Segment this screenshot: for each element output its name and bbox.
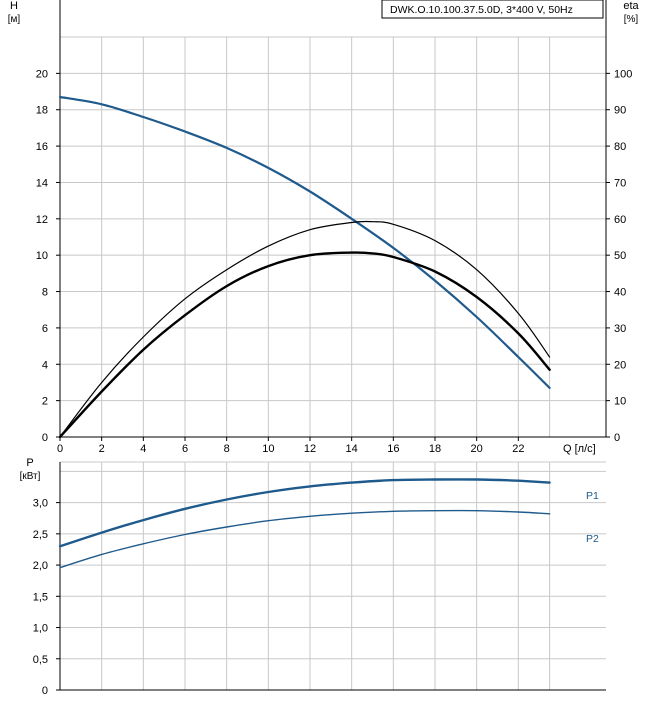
right-y-tick-label: 40 [614, 287, 626, 299]
bottom-grid [59, 461, 606, 691]
power-axis-title-line1: P [26, 457, 33, 469]
efficiency-curve-thin [59, 220, 551, 438]
right-y-tick-label: 80 [614, 141, 626, 153]
x-tick-label: 12 [304, 443, 316, 455]
series-label-p2: P2 [586, 533, 599, 545]
curves [58, 95, 551, 569]
x-tick-label: 22 [512, 443, 524, 455]
right-y-tick-label: 90 [614, 105, 626, 117]
power-y-tick-label: 3,0 [33, 498, 48, 510]
x-axis-unit-label: Q [л/с] [563, 443, 596, 455]
right-axis-title-line2: [%] [624, 14, 639, 25]
power-axis-title-line2: [кВт] [20, 471, 41, 482]
x-tick-label: 10 [262, 443, 274, 455]
right-y-tick-label: 10 [614, 396, 626, 408]
left-y-tick-label: 2 [42, 396, 48, 408]
power-y-tick-label: 2,0 [33, 560, 48, 572]
power-y-tick-label: 0 [42, 685, 48, 697]
left-y-tick-label: 18 [36, 105, 48, 117]
pump-label-box [381, 0, 604, 19]
top-grid [59, 36, 606, 438]
power-curve-p1 [58, 478, 551, 548]
series-label-p1: P1 [586, 490, 599, 502]
right-y-tick-label: 60 [614, 214, 626, 226]
tick-labels: 0 2 4 6 8 10 12 14 16 18 20 22 0 2 4 6 8 10 12 14 16 18 20 0 10 2… [33, 68, 633, 697]
left-y-tick-label: 12 [36, 214, 48, 226]
left-y-tick-label: 16 [36, 141, 48, 153]
right-y-tick-label: 100 [614, 68, 632, 80]
left-axis-title-line1: H [10, 0, 18, 12]
x-tick-label: 2 [99, 443, 105, 455]
efficiency-curve-thick [58, 251, 551, 439]
right-y-tick-label: 0 [614, 432, 620, 444]
pump-label: DWK.O.10.100.37.5.0D, 3*400 V, 50Hz [390, 4, 573, 16]
power-curve-p2 [59, 509, 551, 569]
left-y-tick-label: 20 [36, 68, 48, 80]
right-y-tick-label: 50 [614, 250, 626, 262]
right-y-tick-label: 70 [614, 177, 626, 189]
right-axis-title-line1: eta [623, 0, 639, 12]
x-tick-label: 6 [182, 443, 188, 455]
x-tick-label: 16 [387, 443, 399, 455]
head-curve [58, 95, 551, 389]
power-y-tick-label: 1,5 [33, 591, 48, 603]
x-tick-label: 20 [471, 443, 483, 455]
x-tick-label: 18 [429, 443, 441, 455]
axes [56, 0, 610, 691]
left-axis-title-line2: [м] [8, 14, 21, 25]
x-tick-label: 8 [224, 443, 230, 455]
left-y-tick-label: 10 [36, 250, 48, 262]
left-y-tick-label: 8 [42, 287, 48, 299]
left-y-tick-label: 14 [36, 177, 48, 189]
power-y-tick-label: 0,5 [33, 654, 48, 666]
right-y-tick-label: 30 [614, 323, 626, 335]
x-tick-label: 0 [57, 443, 63, 455]
left-y-tick-label: 4 [42, 359, 48, 371]
power-y-tick-label: 1,0 [33, 623, 48, 635]
power-y-tick-label: 2,5 [33, 529, 48, 541]
left-y-tick-label: 0 [42, 432, 48, 444]
right-y-tick-label: 20 [614, 359, 626, 371]
x-tick-label: 14 [346, 443, 358, 455]
left-y-tick-label: 6 [42, 323, 48, 335]
x-tick-label: 4 [140, 443, 146, 455]
